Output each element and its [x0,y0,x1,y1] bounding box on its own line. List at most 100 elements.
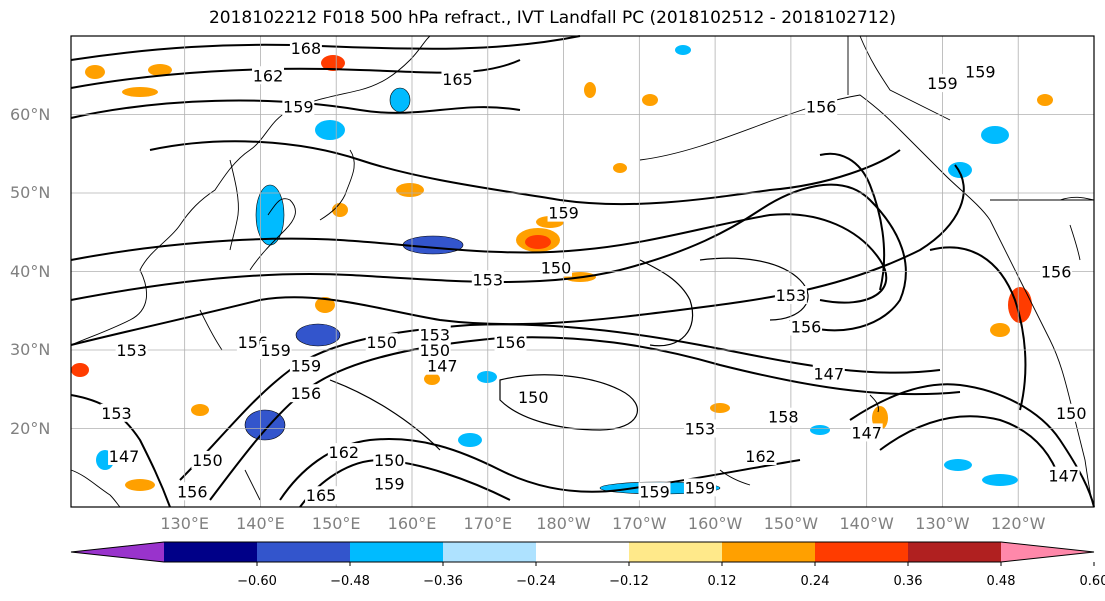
colorbar-tick-label: −0.48 [330,574,370,589]
contour-label-bg [744,446,777,465]
contour-label: 147 [851,423,882,442]
colorbar-tick-label: 0.24 [800,574,830,589]
contour-label: 165 [442,70,473,89]
contour-label: 159 [374,474,405,493]
contour-label-bg [108,446,141,465]
contour-label-bg [767,407,800,426]
contour-label: 153 [101,404,132,423]
contour-label: 159 [685,478,716,497]
contour-label: 156 [291,384,322,403]
contour-label-bg [252,66,285,85]
contour-label-bg [289,356,322,375]
contour-label-bg [289,38,322,57]
contour-label-bg [418,325,451,344]
colorbar [70,541,1095,566]
contour-label: 156 [495,333,526,352]
contour-label: 165 [306,486,337,505]
lat-tick-label: 20°N [10,418,51,438]
contour-label-bg [418,341,451,359]
contour-label: 147 [427,357,458,376]
colorbar-tick-label: 0.48 [986,574,1016,589]
contour-label: 159 [548,204,579,223]
contour-label: 147 [109,447,140,466]
lat-tick-label: 60°N [10,104,51,124]
lon-tick-label: 170°W [612,514,667,533]
colorbar-outline [70,541,1095,563]
contour-label-bg [327,443,360,462]
colorbar-tick-label: 0.36 [893,574,923,589]
colorbar-segment [629,542,723,562]
contour-label-bg [774,286,807,305]
contour-label-bg [289,384,322,403]
colorbar-extend-low [71,542,164,562]
contour-label: 150 [192,451,223,470]
contour-label: 156 [791,317,822,336]
contour-label: 147 [1048,467,1079,486]
contour-label-bg [191,450,224,469]
contour-label-bg [547,203,580,222]
contour-label: 162 [745,447,776,466]
contour-label: 159 [291,357,322,376]
contour-label-bg [471,270,504,289]
lon-tick-label: 120°W [991,514,1046,533]
colorbar-tick-label: −0.24 [516,574,556,589]
contour-label: 156 [177,482,208,501]
colorbar-segment [722,542,816,562]
contour-label: 158 [768,408,799,427]
lon-tick-label: 140°W [839,514,894,533]
contour-label: 159 [260,341,291,360]
contour-label: 153 [685,420,716,439]
contour-label-bg [812,364,845,383]
lon-tick-label: 170°E [463,514,513,533]
contour-label-bg [926,74,959,93]
contour-label-bg [964,62,997,81]
contour-label: 159 [965,62,996,81]
contour-label: 150 [518,388,549,407]
contour-label-bg [790,317,823,336]
contour-label-bg [850,423,883,442]
contour-label-bg [282,97,315,116]
contour-label-bg [1055,403,1088,422]
contour-label: 153 [116,341,147,360]
contour-label: 153 [419,325,450,344]
colorbar-segment [257,542,351,562]
lon-tick-label: 130°W [915,514,970,533]
contour-label: 150 [366,333,397,352]
colorbar-tick-label: −0.36 [423,574,463,589]
colorbar-segment [350,542,444,562]
contour-label: 147 [814,365,845,384]
contour-label: 153 [776,286,807,305]
lon-tick-label: 150°E [311,514,361,533]
contour-label-bg [1047,466,1080,485]
contour-label-bg [441,70,474,89]
thin-contours [329,257,809,451]
contour-label-bg [805,97,838,116]
contour-label-bg [100,403,133,422]
contour-label-bg [517,388,550,407]
contour-label: 162 [253,66,284,85]
colorbar-tick-label: 0.60 [1079,574,1105,589]
lon-tick-label: 130°E [160,514,209,533]
colorbar-segment [536,542,630,562]
contour-label-bg [1040,262,1073,281]
contour-label-bg [683,419,716,438]
colorbar-tick-label: −0.60 [237,574,277,589]
colorbar-segment [908,542,1002,562]
contour-label: 156 [1041,263,1072,282]
contour-label-bg [494,333,527,352]
contour-label: 150 [374,451,405,470]
contour-label: 159 [639,482,670,501]
contour-label-bg [115,341,148,359]
colorbar-segment [164,542,258,562]
lon-tick-label: 160°W [687,514,743,533]
contour-label-bg [373,450,406,469]
contour-label-bg [259,341,292,359]
contour-label: 156 [806,98,837,117]
colorbar-extend-high [1001,542,1094,562]
colorbar-tick-label: −0.12 [609,574,649,589]
lat-tick-label: 30°N [10,340,51,359]
contour-label-bg [683,478,716,497]
lat-tick-label: 50°N [10,183,51,202]
